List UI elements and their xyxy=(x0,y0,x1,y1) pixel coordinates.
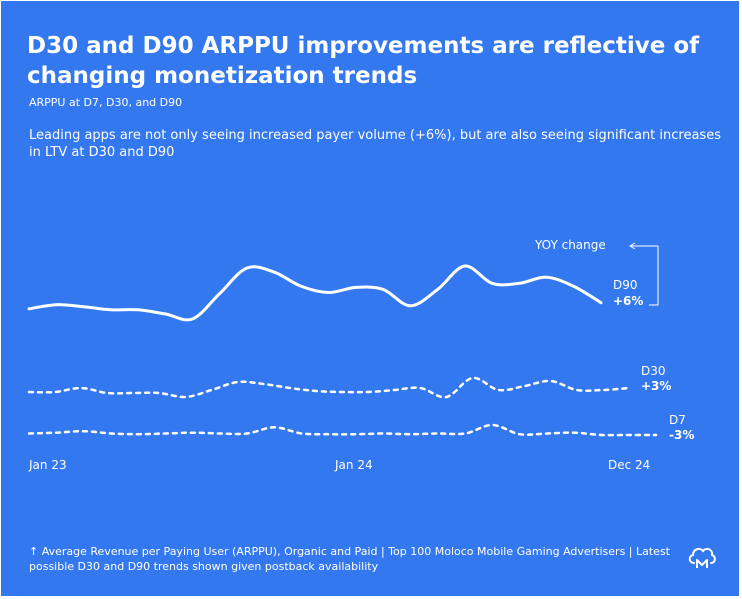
series-change-d7: -3% xyxy=(669,428,694,442)
series-line-d30 xyxy=(27,376,631,399)
x-tick-label: Jan 23 xyxy=(28,458,67,472)
yoy-change-label: YOY change xyxy=(534,238,606,252)
series-labels: D90 +6% D30+3% D7-3% xyxy=(613,278,694,442)
footnote: ↑ Average Revenue per Paying User (ARPPU… xyxy=(29,545,670,573)
series-change-d90: +6% xyxy=(613,294,643,308)
chart-description: Leading apps are not only seeing increas… xyxy=(29,128,721,160)
series-line-d90 xyxy=(27,264,603,322)
moloco-cloud-logo-icon xyxy=(688,547,716,568)
chart-subtitle: ARPPU at D7, D30, and D90 xyxy=(29,96,183,109)
x-tick-label: Jan 24 xyxy=(334,458,373,472)
series-layer xyxy=(27,264,658,437)
x-axis-ticks: Jan 23 Jan 24 Dec 24 xyxy=(28,458,650,472)
series-label-d90: D90 xyxy=(613,278,638,292)
series-change-d30: +3% xyxy=(641,379,671,393)
yoy-bracket xyxy=(631,245,659,306)
series-line-d7 xyxy=(27,423,658,437)
series-label-d7: D7 xyxy=(669,413,686,427)
line-chart: Jan 23 Jan 24 Dec 24 D90 +6% D30+3% D7-3% YOY… xyxy=(27,238,694,472)
yoy-annotation: YOY change xyxy=(534,238,659,306)
yoy-arrow-icon xyxy=(629,242,636,250)
chart-title: D30 and D90 ARPPU improvements are refle… xyxy=(27,33,700,89)
x-tick-label: Dec 24 xyxy=(608,458,650,472)
series-label-d30: D30 xyxy=(641,364,666,378)
